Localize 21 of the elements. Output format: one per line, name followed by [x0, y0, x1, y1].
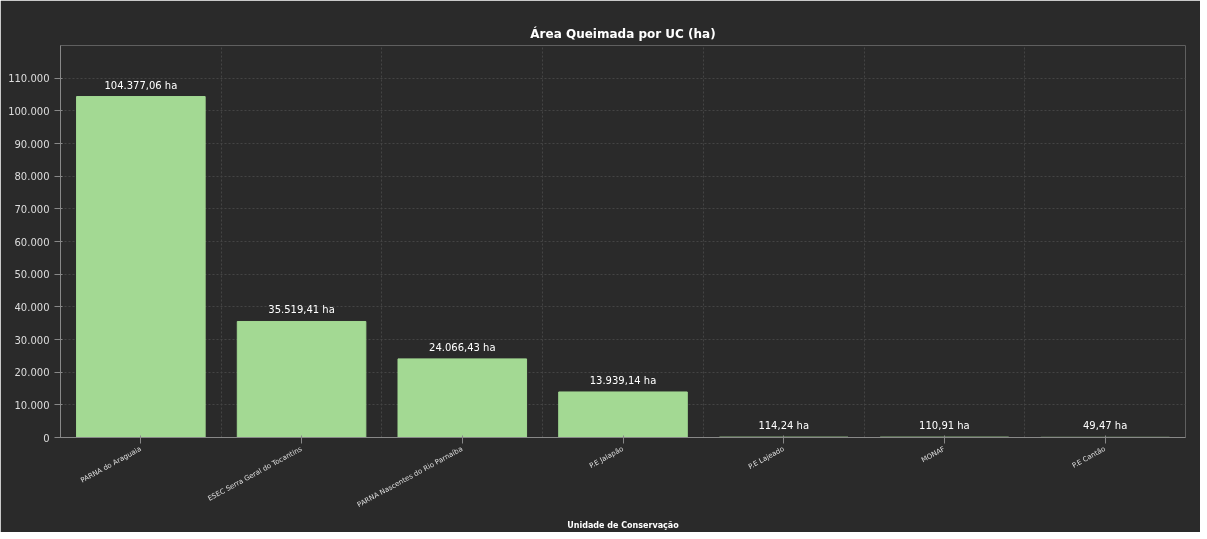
- y-tick-label: 50.000: [14, 269, 50, 281]
- data-label: 114,24 ha: [758, 420, 810, 432]
- x-axis-title: Unidade de Conservação: [567, 520, 680, 530]
- data-label: 49,47 ha: [1083, 420, 1128, 432]
- y-tick-label: 30.000: [14, 334, 50, 346]
- y-tick-label: 40.000: [14, 301, 50, 313]
- y-tick-label: 20.000: [14, 367, 50, 379]
- y-tick-label: 10.000: [14, 399, 50, 411]
- data-label: 35.519,41 ha: [268, 304, 335, 316]
- y-tick-label: 80.000: [14, 171, 50, 183]
- y-tick-label: 0: [43, 432, 50, 444]
- data-label: 110,91 ha: [919, 420, 970, 432]
- y-tick-label: 70.000: [14, 203, 50, 215]
- y-tick-label: 90.000: [14, 138, 50, 150]
- y-tick-label: 100.000: [8, 105, 50, 117]
- data-label: 24.066,43 ha: [429, 341, 496, 353]
- y-tick-label: 110.000: [8, 73, 50, 85]
- y-tick-label: 60.000: [14, 236, 50, 248]
- data-label: 13.939,14 ha: [589, 374, 657, 386]
- data-label: 104.377,06 ha: [104, 79, 178, 91]
- chart-title: Área Queimada por UC (ha): [530, 25, 716, 41]
